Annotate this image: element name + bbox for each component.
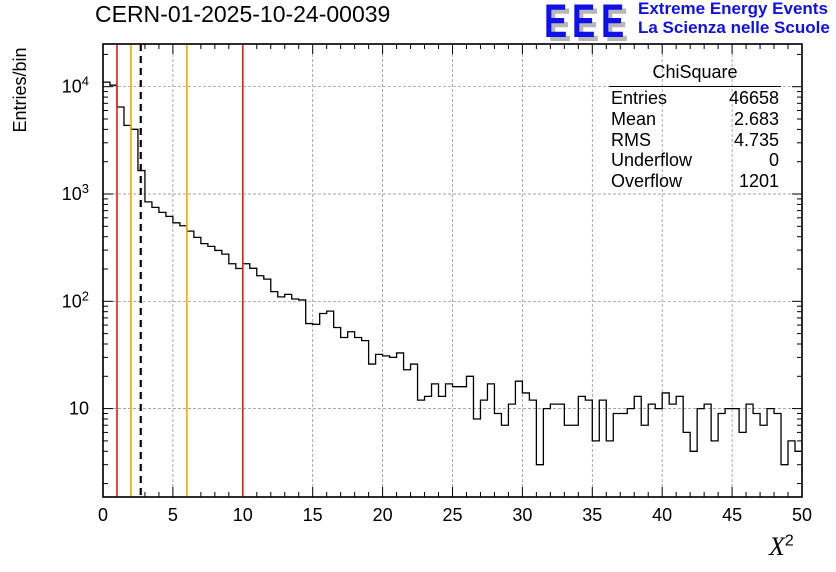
svg-text:10: 10 xyxy=(233,505,253,525)
svg-text:35: 35 xyxy=(582,505,602,525)
svg-text:30: 30 xyxy=(512,505,532,525)
svg-text:20: 20 xyxy=(373,505,393,525)
svg-text:25: 25 xyxy=(442,505,462,525)
svg-text:50: 50 xyxy=(792,505,812,525)
svg-text:10: 10 xyxy=(69,399,89,419)
svg-text:102: 102 xyxy=(62,288,89,312)
svg-text:103: 103 xyxy=(62,180,89,204)
svg-text:40: 40 xyxy=(652,505,672,525)
svg-text:45: 45 xyxy=(722,505,742,525)
svg-text:5: 5 xyxy=(168,505,178,525)
svg-text:0: 0 xyxy=(98,505,108,525)
svg-text:104: 104 xyxy=(62,73,89,97)
svg-text:15: 15 xyxy=(303,505,323,525)
